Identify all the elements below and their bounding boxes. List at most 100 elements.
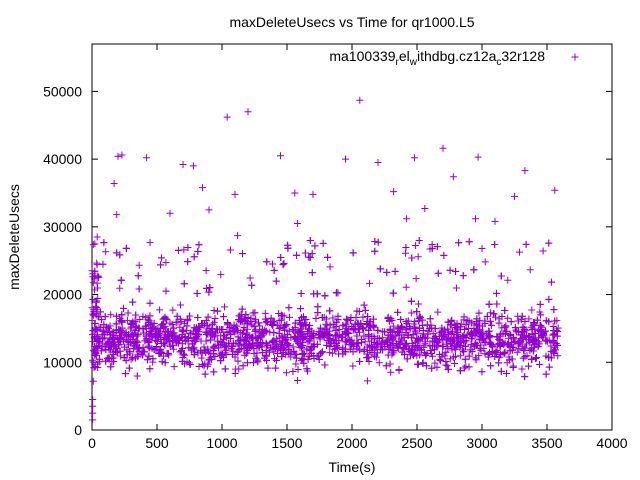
- data-point: [283, 340, 291, 348]
- data-point: [123, 346, 131, 354]
- data-point: [204, 313, 212, 321]
- data-point: [94, 284, 102, 292]
- data-point: [285, 304, 293, 312]
- data-point: [542, 337, 550, 345]
- data-point: [238, 330, 246, 338]
- data-point: [221, 365, 229, 373]
- data-point: [239, 250, 247, 258]
- y-tick-label: 40000: [43, 151, 82, 167]
- data-point: [134, 272, 142, 280]
- data-point: [122, 244, 130, 252]
- x-tick-label: 3500: [531, 435, 562, 451]
- data-point: [220, 342, 228, 350]
- data-point: [422, 351, 430, 359]
- data-point: [88, 267, 96, 275]
- data-point: [112, 312, 120, 320]
- data-point: [456, 352, 464, 360]
- data-point: [291, 333, 299, 341]
- data-point: [361, 306, 369, 314]
- data-point: [426, 315, 434, 323]
- legend-marker: [571, 53, 579, 61]
- data-point: [364, 312, 372, 320]
- data-point: [308, 269, 316, 277]
- data-point: [519, 328, 527, 335]
- data-point: [402, 329, 410, 337]
- data-point: [139, 351, 147, 359]
- data-point: [500, 350, 508, 358]
- data-point: [161, 328, 169, 336]
- data-point: [412, 275, 420, 283]
- data-point: [269, 320, 277, 328]
- data-point: [473, 320, 481, 328]
- data-point: [178, 357, 186, 365]
- data-point: [306, 325, 314, 333]
- data-point: [493, 347, 501, 355]
- data-point: [225, 340, 233, 348]
- data-point: [207, 336, 215, 344]
- data-point: [169, 306, 177, 314]
- data-point: [468, 329, 476, 337]
- data-point: [298, 342, 306, 350]
- data-point: [118, 311, 126, 319]
- data-point: [392, 332, 400, 340]
- data-point: [211, 315, 219, 323]
- data-point: [305, 352, 313, 360]
- data-point: [528, 355, 536, 363]
- data-point: [532, 354, 540, 362]
- data-point: [105, 355, 113, 363]
- data-point: [495, 359, 503, 367]
- data-point: [508, 346, 516, 354]
- data-point: [250, 345, 258, 353]
- data-point: [406, 348, 414, 356]
- data-point: [534, 338, 542, 346]
- data-point: [528, 337, 536, 345]
- data-point: [158, 254, 166, 262]
- data-point: [359, 324, 367, 332]
- data-point: [321, 292, 329, 300]
- data-point: [444, 325, 452, 333]
- data-point: [504, 314, 512, 322]
- data-point: [89, 377, 97, 385]
- data-point: [368, 348, 376, 356]
- data-point: [451, 321, 459, 329]
- data-point: [177, 318, 185, 326]
- data-point: [202, 328, 210, 336]
- data-point: [200, 343, 208, 351]
- data-point: [409, 331, 417, 339]
- data-point: [539, 247, 547, 255]
- data-point: [322, 315, 330, 323]
- data-point: [374, 326, 382, 334]
- data-point: [355, 328, 363, 336]
- data-point: [240, 324, 248, 332]
- data-point: [422, 362, 430, 370]
- data-point: [510, 333, 518, 341]
- data-point: [370, 323, 378, 331]
- data-point: [410, 154, 418, 162]
- data-point: [135, 285, 143, 293]
- data-point: [255, 343, 263, 351]
- data-point: [309, 342, 317, 350]
- data-point: [339, 321, 347, 329]
- data-point: [502, 323, 510, 331]
- data-point: [156, 306, 164, 314]
- data-point: [389, 289, 397, 297]
- data-point: [504, 276, 512, 284]
- data-point: [274, 349, 282, 357]
- data-point: [486, 317, 494, 325]
- data-point: [436, 357, 444, 365]
- data-point: [303, 345, 311, 353]
- data-point: [464, 324, 472, 332]
- data-point: [292, 360, 300, 368]
- data-point: [104, 339, 112, 347]
- data-point: [351, 326, 359, 334]
- data-point: [284, 346, 292, 354]
- data-point: [110, 358, 118, 366]
- data-point: [190, 346, 198, 354]
- data-point: [478, 322, 486, 330]
- data-point: [246, 341, 254, 349]
- data-point: [243, 320, 251, 328]
- data-point: [240, 315, 248, 323]
- data-point: [360, 347, 368, 355]
- data-point: [439, 144, 447, 152]
- data-point: [467, 335, 475, 343]
